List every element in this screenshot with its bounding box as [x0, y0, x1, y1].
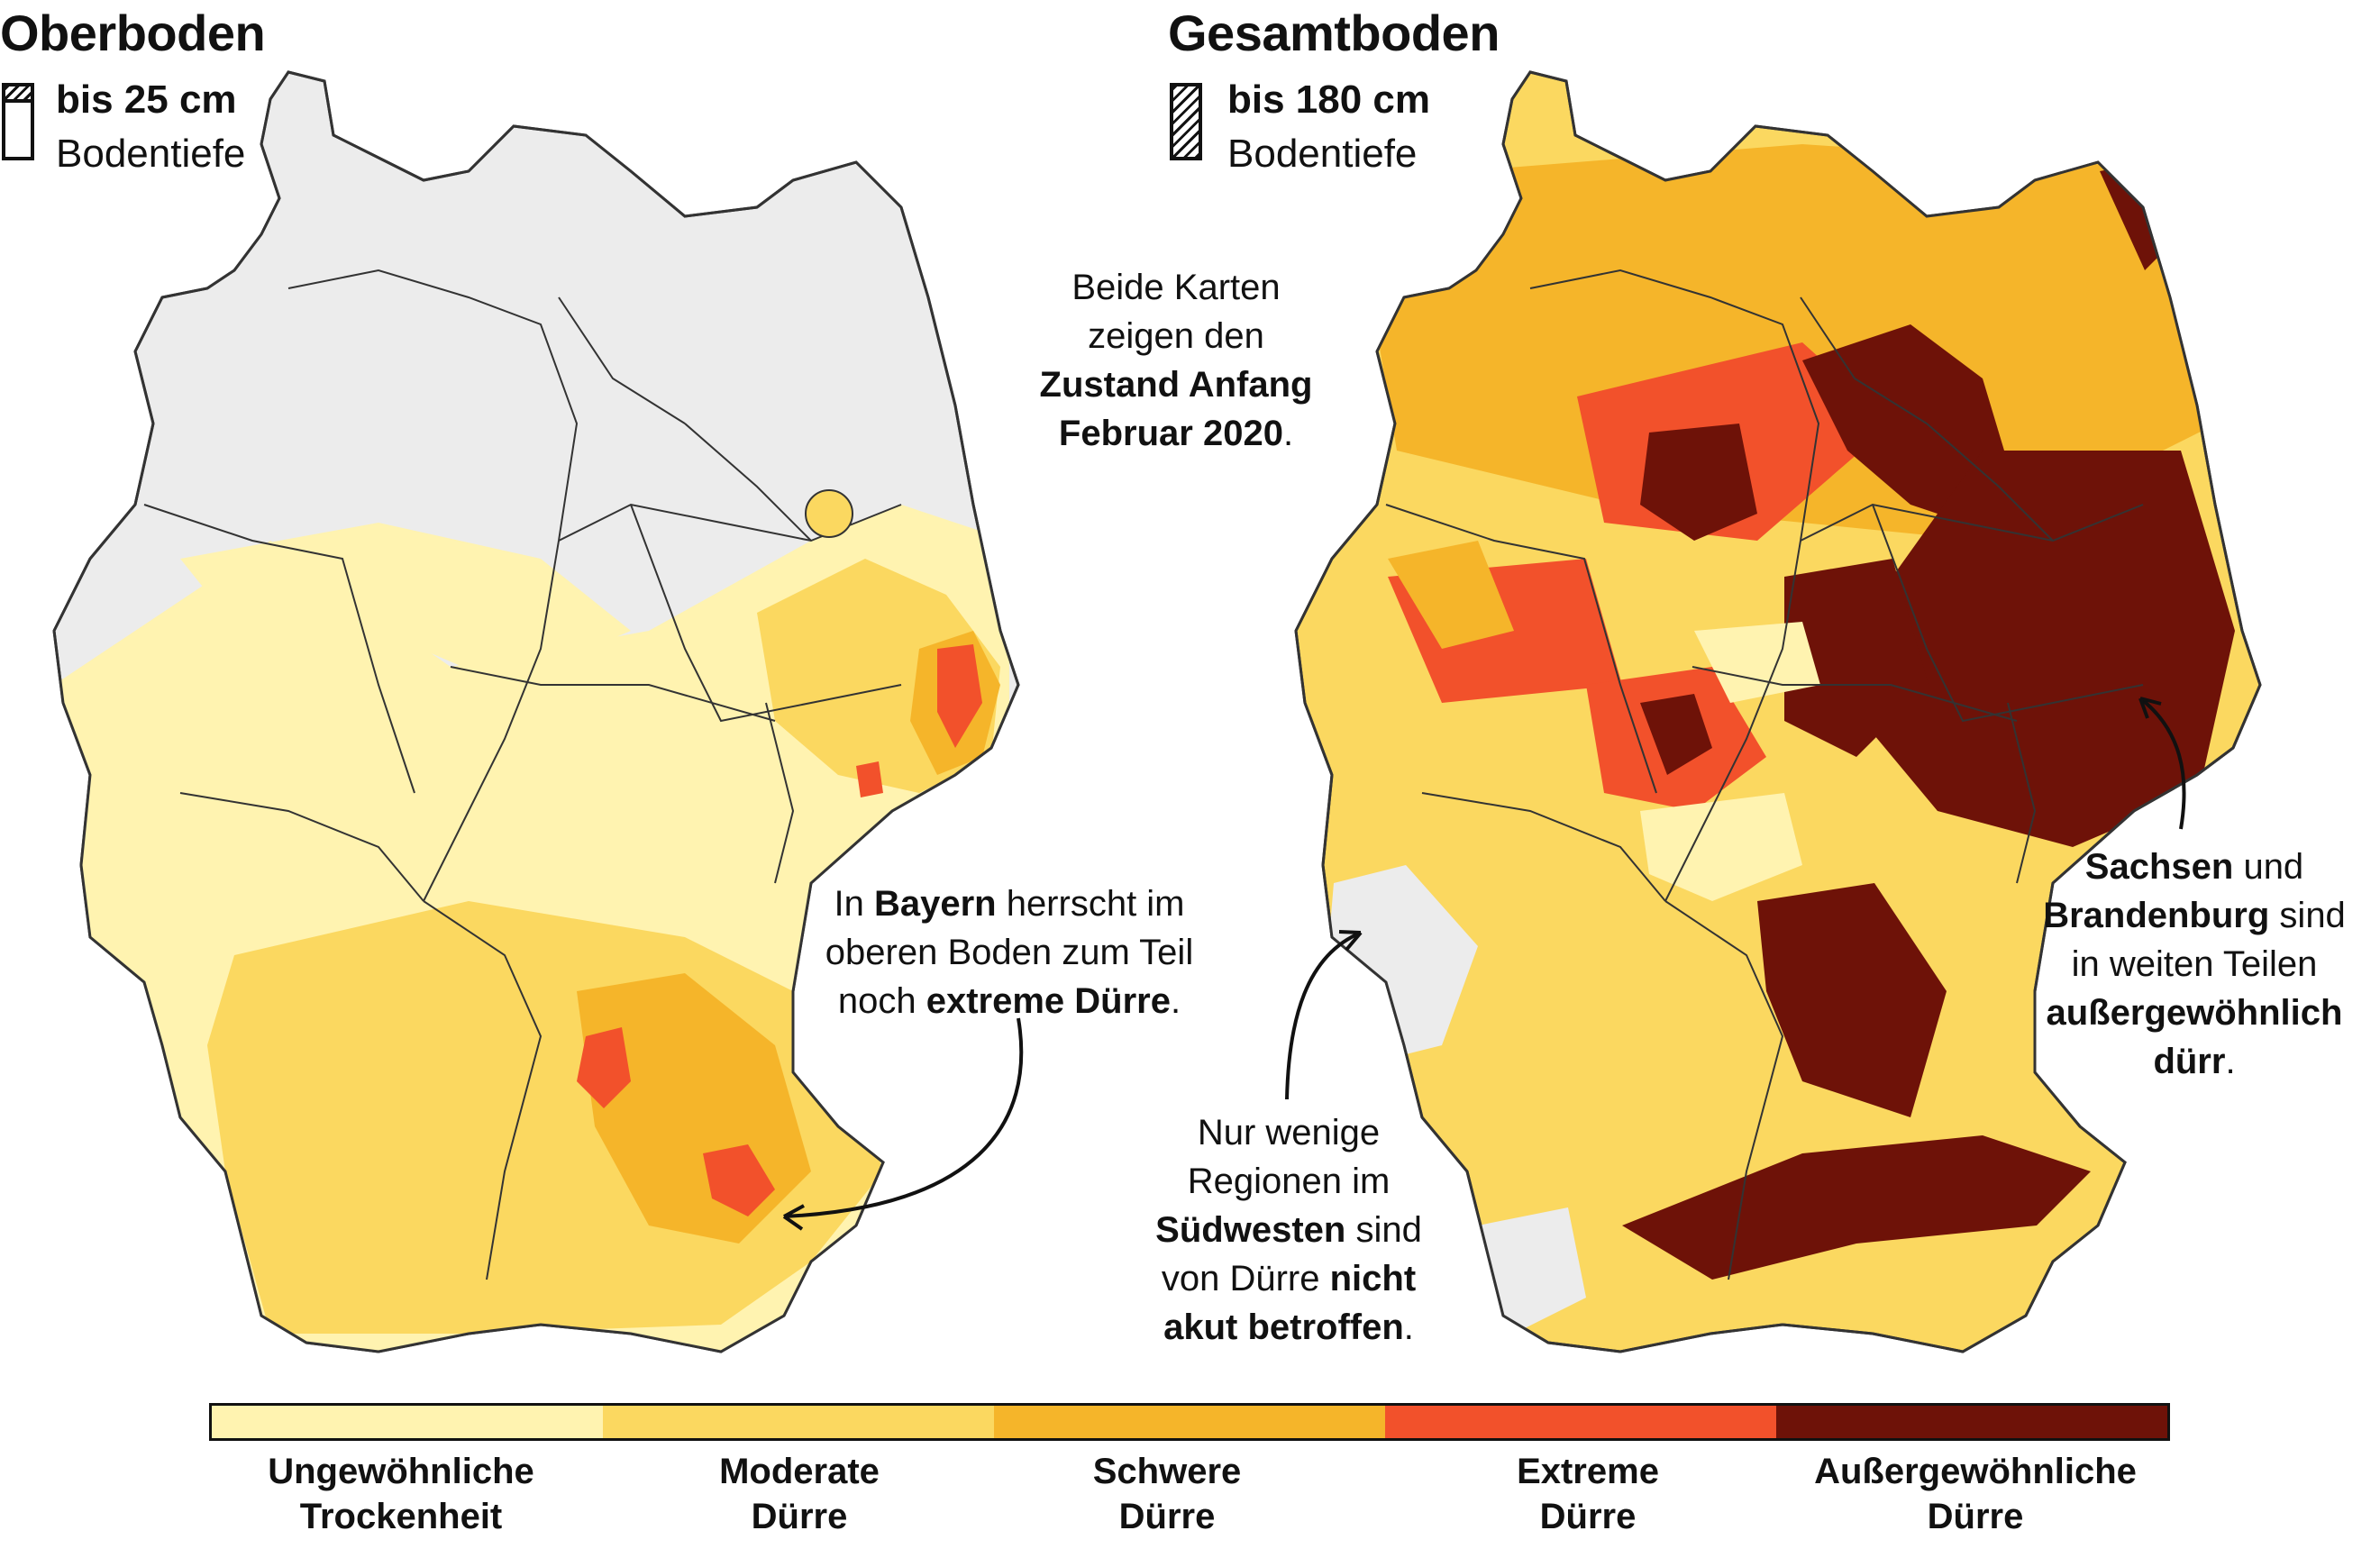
- left-berlin-marker: [805, 489, 853, 538]
- legend-label-unusual-dryness: Ungewöhnliche Trockenheit: [268, 1452, 534, 1536]
- legend-label-severe: Schwere Dürre: [1092, 1452, 1242, 1536]
- legend-color-bar: [209, 1403, 2170, 1441]
- right-map-title: Gesamtboden: [1168, 5, 1500, 61]
- legend-swatch-severe: [994, 1406, 1385, 1438]
- right-region-exceptional-drought: [1640, 424, 1757, 541]
- left-map-title: Oberboden: [0, 5, 266, 61]
- sachsen-arrow: [2138, 697, 2186, 830]
- right-depth-label: Bodentiefe: [1227, 132, 1418, 176]
- left-depth-value: bis 25 cm: [56, 77, 237, 122]
- legend-swatch-exceptional: [1776, 1406, 2167, 1438]
- left-map: [52, 70, 1020, 1353]
- left-depth-label: Bodentiefe: [56, 132, 246, 176]
- legend-label-extreme: Extreme Dürre: [1517, 1452, 1659, 1536]
- left-state-borders: [143, 269, 902, 1280]
- full-soil-depth-icon: [1170, 83, 1202, 160]
- legend-label-exceptional: Außergewöhnliche Dürre: [1814, 1452, 2137, 1536]
- bayern-arrow: [783, 1017, 1024, 1218]
- legend-swatch-unusual-dryness: [212, 1406, 603, 1438]
- sachsen-note: Sachsen und Brandenburg sind in weiten T…: [2043, 847, 2346, 1081]
- legend-label-moderate: Moderate Dürre: [719, 1452, 880, 1536]
- bayern-note: In Bayern herrscht im oberen Boden zum T…: [825, 884, 1194, 1021]
- suedwesten-note: Nur wenige Regionen im Südwesten sind vo…: [1155, 1113, 1422, 1347]
- topsoil-depth-icon: [2, 83, 34, 160]
- left-region-extreme-drought: [577, 1027, 631, 1108]
- right-depth-value: bis 180 cm: [1227, 77, 1431, 122]
- legend-swatch-moderate: [603, 1406, 994, 1438]
- right-state-borders: [1385, 269, 2144, 1280]
- suedwesten-arrow: [1285, 931, 1362, 1100]
- center-note: Beide Karten zeigen den Zustand Anfang F…: [1039, 268, 1313, 453]
- right-region-unusual-dryness: [1694, 622, 1820, 703]
- legend-swatch-extreme: [1385, 1406, 1776, 1438]
